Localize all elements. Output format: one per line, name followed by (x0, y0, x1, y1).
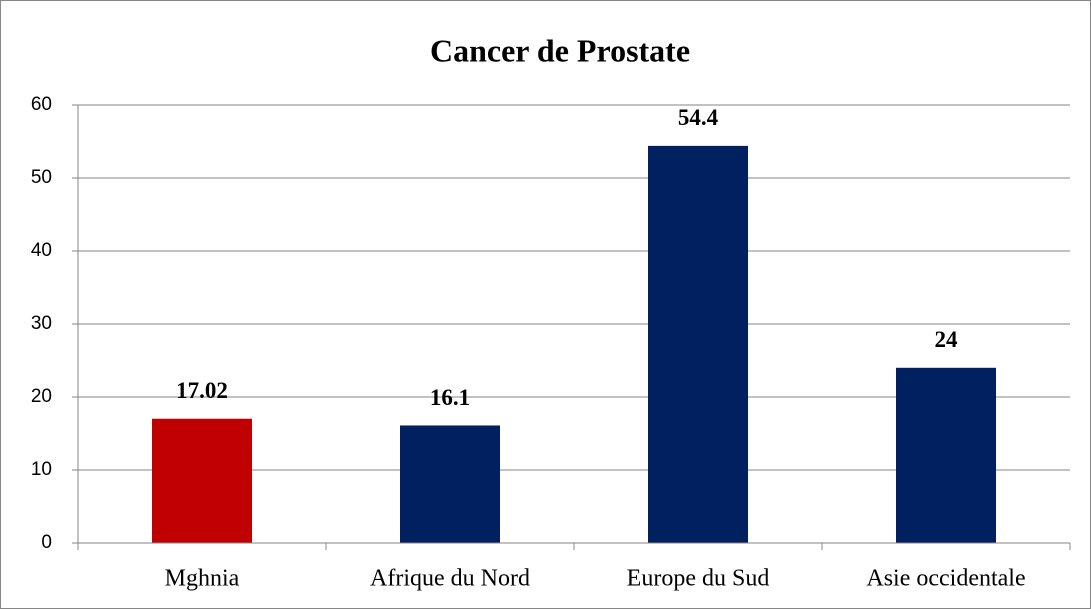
chart-title: Cancer de Prostate (430, 32, 690, 68)
bar (152, 418, 252, 543)
y-tick-label: 0 (41, 532, 52, 553)
x-tick-label: Mghnia (165, 566, 240, 592)
y-tick-label: 40 (31, 240, 52, 261)
data-label: 54.4 (678, 105, 719, 130)
y-tick-label: 60 (31, 94, 52, 115)
data-label: 24 (935, 327, 959, 352)
y-tick-label: 50 (31, 167, 52, 188)
x-tick-label: Europe du Sud (627, 566, 770, 592)
y-tick-label: 20 (31, 386, 52, 407)
data-label: 16.1 (430, 385, 470, 410)
x-tick-label: Asie occidentale (866, 566, 1025, 592)
y-tick-label: 30 (31, 313, 52, 334)
y-tick-label: 10 (31, 459, 52, 480)
data-label: 17.02 (176, 378, 228, 403)
bar (400, 425, 500, 543)
x-tick-label: Afrique du Nord (370, 566, 530, 592)
bar (896, 367, 996, 543)
bar (648, 145, 748, 543)
